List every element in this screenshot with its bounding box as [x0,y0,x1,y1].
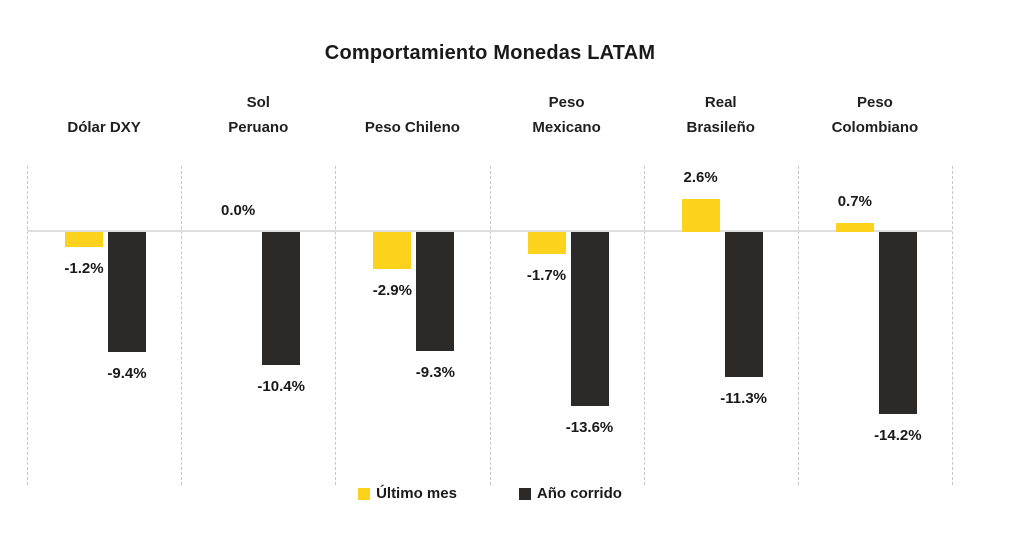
category-label-line: Peruano [228,119,289,136]
legend-label-ultimo-mes: Último mes [376,485,457,502]
legend-item-ultimo-mes: Último mes [358,485,457,502]
value-label-ultimo-mes: 2.6% [683,168,718,186]
value-label-ultimo-mes: 0.7% [837,193,872,211]
category-label-line: Peso Chileno [364,119,460,136]
bar-ultimo-mes [373,232,412,270]
bar-ano-corrido [108,232,146,353]
bar-ano-corrido [570,232,609,407]
category-label: Peso Mexicano [490,84,644,140]
legend: Último mes Año corrido [27,485,953,502]
chart-title: Comportamiento Monedas LATAM [324,42,656,64]
category-label-line: Real [704,94,737,111]
category-label: Sol Peruano [181,84,335,140]
category-label: Peso Colombiano [798,84,952,140]
legend-label-ano-corrido: Año corrido [536,485,622,502]
category-label-line: Mexicano [532,119,601,136]
panel-separator-line [27,166,28,485]
panel-separator-line [181,166,183,485]
panel-separator-line [952,166,953,485]
bar-ultimo-mes [65,232,103,248]
category-label: Real Brasileño [644,84,798,140]
value-label-ano-corrido: -14.2% [874,426,922,444]
bar-ultimo-mes [681,198,720,232]
value-label-ano-corrido: -13.6% [565,419,614,437]
value-label-ano-corrido: -11.3% [720,389,767,407]
bar-ano-corrido [262,232,301,366]
bar-ano-corrido [878,232,917,414]
bar-ultimo-mes [527,232,566,254]
panel-separator-line [643,166,645,485]
panel-separator-line [489,166,491,485]
category-label-line: Peso [856,94,893,111]
value-label-ano-corrido: -9.3% [415,364,455,382]
value-label-ultimo-mes: 0.0% [221,202,256,219]
panel-separator-line [797,166,799,485]
category-label-line: Sol [246,94,270,111]
value-label-ano-corrido: -9.4% [107,365,147,383]
category-label-line: Brasileño [686,119,755,136]
legend-swatch-ano-corrido [518,487,531,500]
bar-ano-corrido [724,232,763,377]
panel-separator-line [335,166,337,485]
category-label-line: Peso [548,94,585,111]
value-label-ultimo-mes: -1.2% [64,260,104,278]
legend-swatch-ultimo-mes [358,487,371,500]
zero-axis-line [27,230,952,232]
value-label-ultimo-mes: -2.9% [372,282,412,300]
category-label-line: Dólar DXY [67,119,141,136]
category-label-line: Colombiano [831,119,919,136]
legend-item-ano-corrido: Año corrido [518,485,622,502]
value-label-ano-corrido: -10.4% [257,378,305,396]
bar-ultimo-mes [835,223,874,232]
category-label: Dólar DXY [27,84,181,140]
bar-ano-corrido [416,232,455,352]
category-label: Peso Chileno [335,84,489,140]
value-label-ultimo-mes: -1.7% [526,266,567,284]
